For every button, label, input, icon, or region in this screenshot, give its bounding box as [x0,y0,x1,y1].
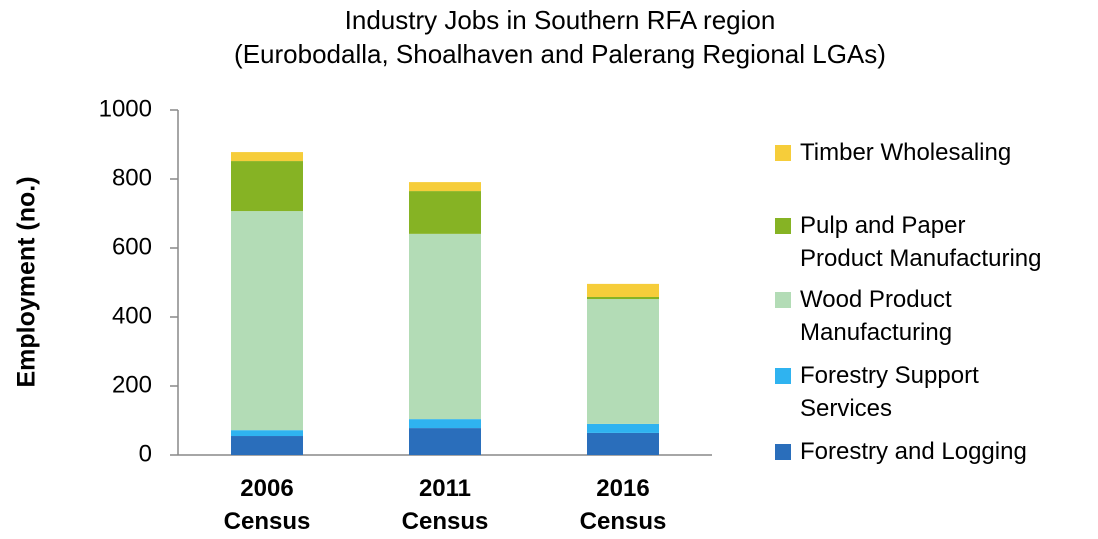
chart-subtitle: (Eurobodalla, Shoalhaven and Palerang Re… [234,39,886,69]
bar-segment [587,299,659,424]
x-tick-label: 2016 Census [579,475,667,535]
bar-segment [587,283,659,297]
x-tick-label: 2011 Census [401,475,489,535]
bar-segment [409,182,481,192]
legend-swatch [775,292,791,308]
bar-segment [231,152,303,162]
y-tick-label: 400 [112,302,152,329]
bar-segment [231,436,303,455]
bar-segment [231,161,303,212]
y-axis-label: Employment (no.) [13,176,41,387]
legend-swatch [775,218,791,234]
y-tick-label: 1000 [99,95,152,122]
bar-segment [409,233,481,420]
y-tick-label: 600 [112,233,152,260]
y-tick-label: 800 [112,164,152,191]
bar-segment [587,296,659,300]
legend-swatch [775,444,791,460]
bar-segment [409,191,481,234]
legend-label: Forestry and Logging [800,438,1027,465]
bar-segment [231,430,303,437]
y-tick-label: 0 [139,440,152,467]
legend-label: Timber Wholesaling [800,139,1012,166]
chart-title: Industry Jobs in Southern RFA region [345,5,776,35]
legend-swatch [775,368,791,384]
x-tick-label: 2006 Census [223,475,311,535]
bar-segment [587,432,659,455]
legend-label: Wood Product Manufacturing [800,286,953,346]
legend-label: Forestry Support Services [800,362,979,422]
y-tick-label: 200 [112,371,152,398]
bar-segment [587,423,659,433]
bar-segment [409,419,481,429]
bar-segment [231,211,303,431]
bar-segment [409,428,481,455]
legend-swatch [775,145,791,161]
legend-label: Pulp and Paper Product Manufacturing [800,212,1042,272]
